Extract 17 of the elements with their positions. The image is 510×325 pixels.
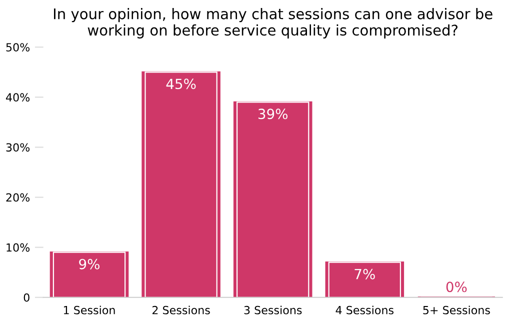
- data-label: 9%: [79, 258, 100, 270]
- x-tick-label: 3 Sessions: [244, 306, 302, 314]
- data-label: 7%: [354, 268, 375, 280]
- x-tick-label: 2 Sessions: [152, 306, 210, 314]
- x-tick-label: 1 Session: [64, 306, 115, 314]
- x-tick-label: 5+ Sessions: [423, 306, 490, 314]
- x-tick-label: 4 Sessions: [336, 306, 394, 314]
- y-tick-label: 0: [24, 293, 30, 302]
- chart-title: In your opinion, how many chat sessions can one advisor be working on before service quality is compromised?: [54, 8, 492, 38]
- y-tick-label: 40%: [6, 93, 30, 102]
- data-label: 39%: [258, 108, 288, 120]
- data-label: 0%: [446, 282, 467, 292]
- data-label: 45%: [166, 78, 196, 90]
- y-tick-label: 20%: [6, 193, 30, 202]
- y-tick-label: 10%: [6, 243, 30, 252]
- y-tick-label: 50%: [6, 43, 30, 52]
- y-tick-label: 30%: [6, 143, 30, 152]
